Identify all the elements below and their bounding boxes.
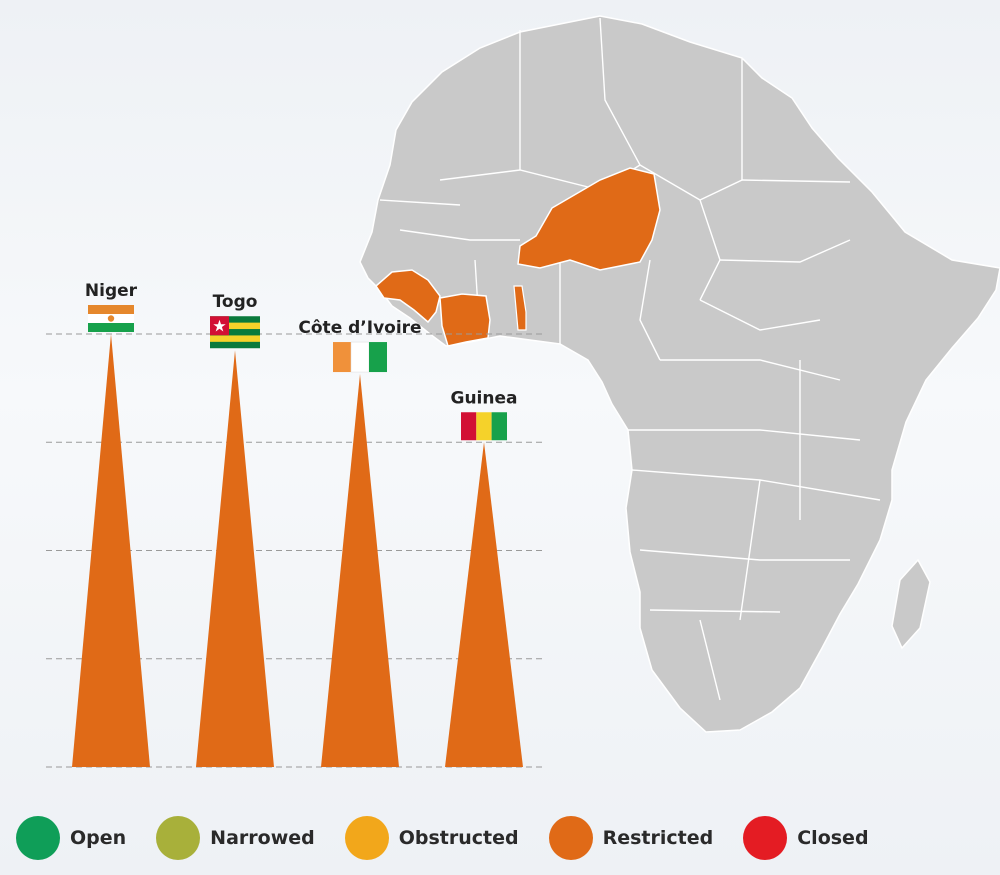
legend-item-open: Open: [16, 816, 126, 860]
legend-swatch-closed: [743, 816, 788, 860]
guinea-flag: [461, 412, 507, 441]
bar-1: [196, 350, 274, 767]
togo-flag: [210, 316, 260, 349]
cote-divoire-flag: [333, 341, 387, 373]
legend-swatch-narrowed: [156, 816, 201, 860]
madagascar: [891, 558, 931, 650]
chart-labels: Niger Togo Côte d’Ivoire Guinea: [85, 281, 518, 408]
legend-item-restricted: Restricted: [548, 816, 714, 860]
cote-divoire-region: [439, 293, 491, 347]
legend-label-narrowed: Narrowed: [210, 827, 315, 849]
country-label-3: Guinea: [451, 388, 518, 408]
legend-item-narrowed: Narrowed: [156, 816, 315, 860]
legend-swatch-obstructed: [344, 816, 389, 860]
bar-3: [445, 442, 523, 767]
bar-0: [72, 334, 150, 767]
legend-item-closed: Closed: [743, 816, 869, 860]
chart-bars: [72, 334, 523, 767]
chart-flags: [88, 305, 507, 441]
legend: Open Narrowed Obstructed Restricted Clos…: [16, 815, 984, 861]
togo-region: [513, 285, 527, 331]
bar-2: [321, 374, 399, 767]
legend-swatch-open: [16, 816, 60, 860]
africa-continent: [359, 15, 1000, 733]
africa-map: [359, 15, 1000, 733]
legend-item-obstructed: Obstructed: [344, 816, 519, 860]
country-label-1: Togo: [213, 292, 258, 312]
country-label-2: Côte d’Ivoire: [298, 318, 421, 338]
niger-flag: [88, 305, 134, 332]
legend-swatch-restricted: [548, 816, 593, 860]
country-label-0: Niger: [85, 281, 138, 301]
guinea-region: [375, 269, 441, 324]
legend-label-open: Open: [70, 827, 127, 849]
legend-label-obstructed: Obstructed: [398, 827, 519, 849]
legend-label-restricted: Restricted: [602, 827, 714, 849]
country-borders: [379, 17, 881, 701]
niger-region: [517, 167, 661, 271]
legend-label-closed: Closed: [797, 827, 869, 849]
